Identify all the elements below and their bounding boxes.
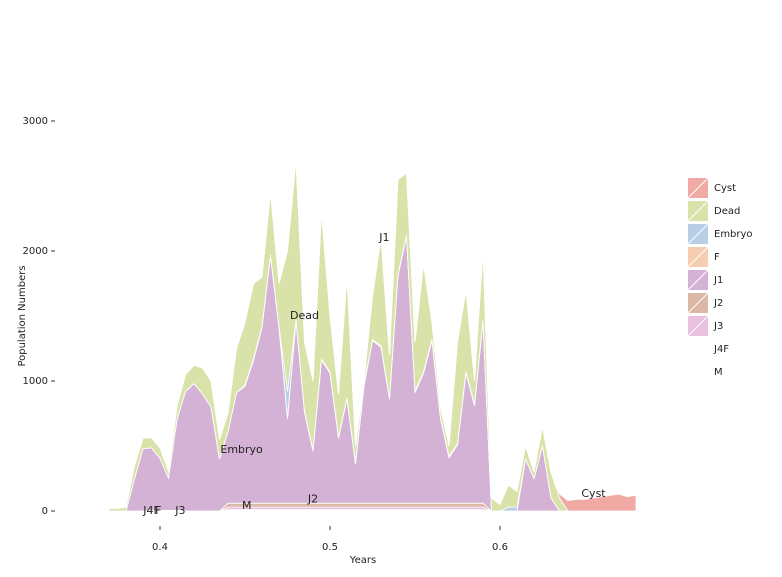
x-tick-label: 0.4 [152, 542, 168, 553]
legend-swatch-line [687, 338, 709, 360]
legend-label: J3 [713, 321, 723, 332]
legend-swatch-line [687, 246, 709, 268]
legend-swatch-line [687, 361, 709, 383]
x-tick-label: 0.6 [492, 542, 508, 553]
annotation: Embryo [220, 443, 263, 456]
annotation: J2 [307, 492, 318, 505]
legend-swatch-line [687, 269, 709, 291]
annotation: F [155, 504, 161, 517]
legend-swatch-line [687, 223, 709, 245]
legend-label: J1 [713, 275, 723, 286]
legend-label: J4F [713, 344, 729, 355]
legend-swatch-line [687, 292, 709, 314]
annotation: Dead [290, 309, 319, 322]
x-axis-label: Years [349, 555, 376, 566]
y-tick-label: 1000 [23, 376, 48, 387]
annotation: M [242, 499, 252, 512]
legend-swatch-line [687, 200, 709, 222]
annotation: J1 [378, 231, 389, 244]
y-tick-label: 3000 [23, 116, 48, 127]
legend-label: M [714, 367, 723, 378]
legend-label: Dead [714, 206, 740, 217]
y-tick-label: 2000 [23, 246, 48, 257]
x-tick-label: 0.5 [322, 542, 338, 553]
legend-label: Cyst [714, 183, 736, 194]
annotation: J4F [142, 504, 160, 517]
legend-label: J2 [713, 298, 723, 309]
legend-swatch-line [687, 177, 709, 199]
y-tick-label: 0 [42, 506, 48, 517]
legend-label: F [714, 252, 720, 263]
legend-swatch-line [687, 315, 709, 337]
annotation: J3 [174, 504, 185, 517]
area [109, 159, 637, 512]
y-axis-label: Population Numbers [17, 265, 28, 366]
legend-label: Embryo [714, 229, 753, 240]
annotation: Cyst [581, 487, 606, 500]
